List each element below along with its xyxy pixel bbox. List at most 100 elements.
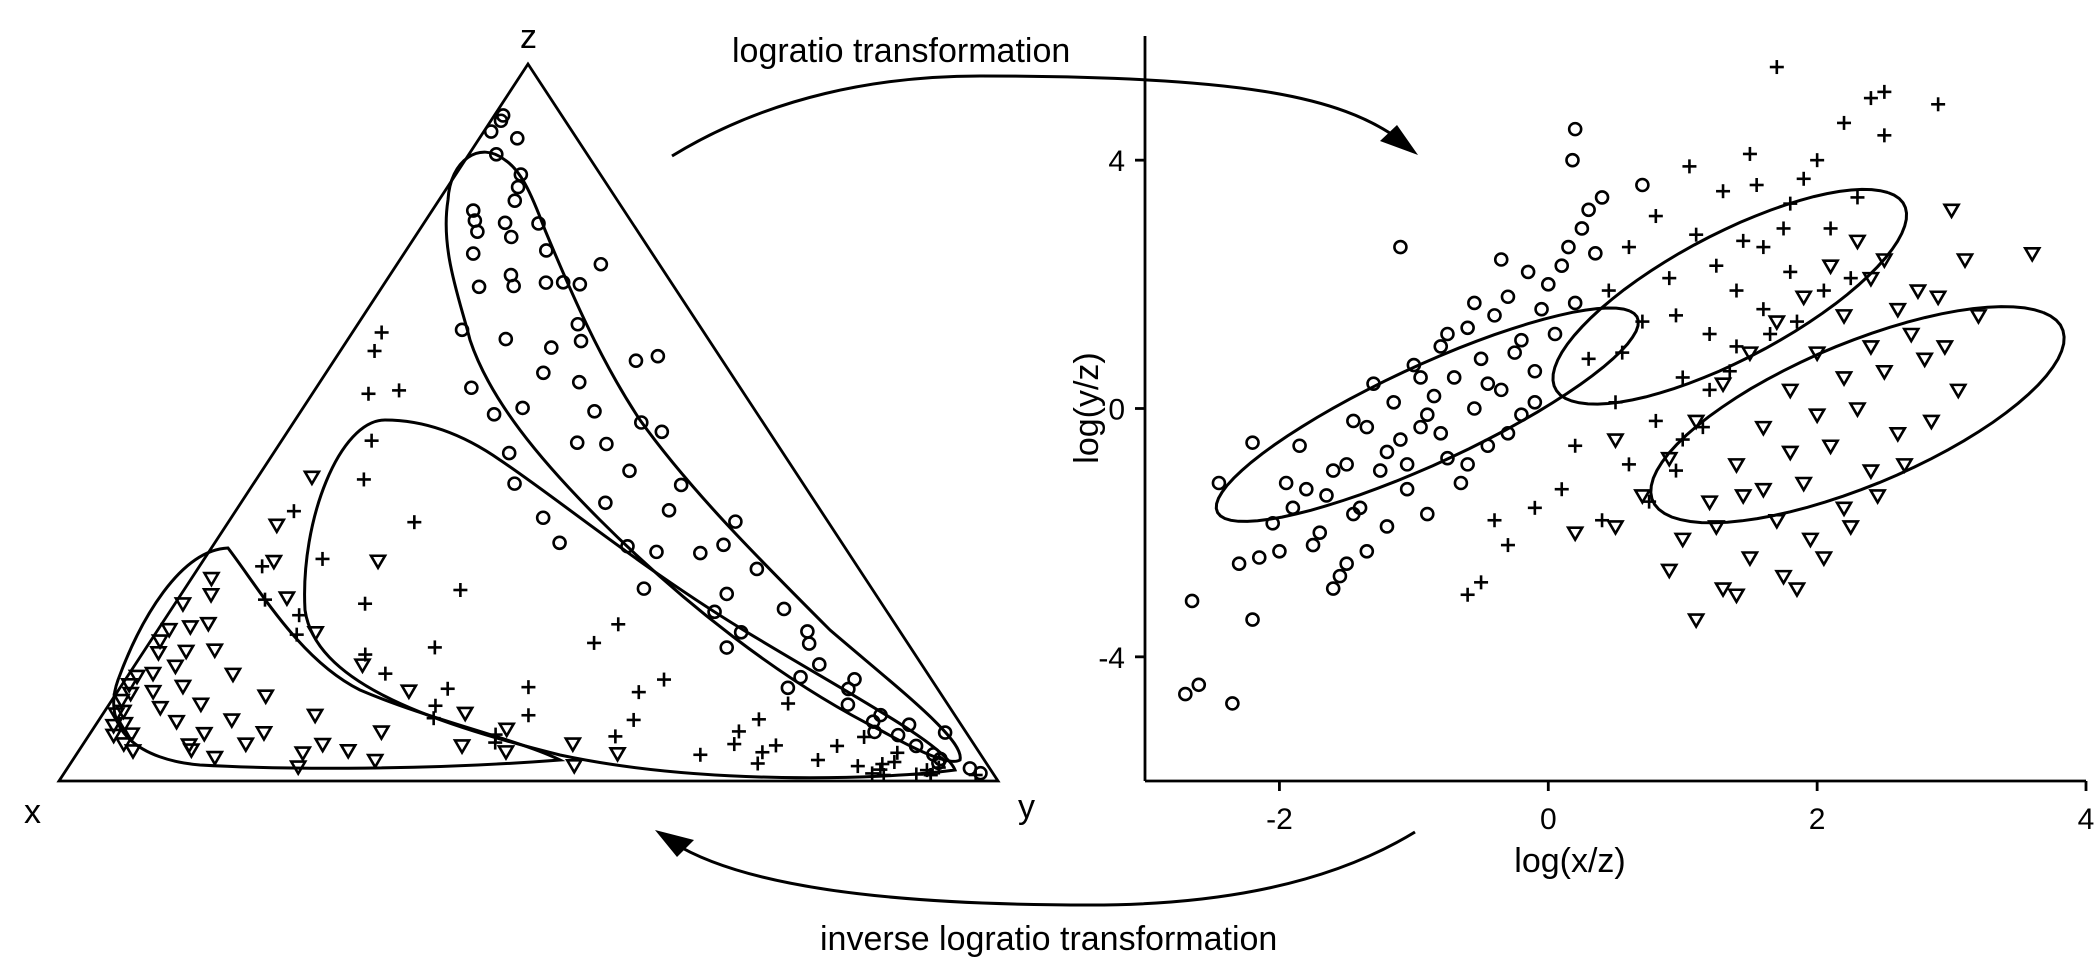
ternary-point-triangle <box>365 753 385 770</box>
ternary-point-triangle <box>256 689 276 706</box>
point-triangle <box>1660 451 1679 468</box>
ternary-point-triangle <box>151 700 170 717</box>
ternary-point-triangle <box>119 678 139 694</box>
x-tick-label: 4 <box>2078 803 2095 836</box>
point-plus <box>1850 190 1865 205</box>
point-plus <box>1695 420 1710 435</box>
point-circle <box>1567 295 1583 311</box>
ternary-point-triangle <box>305 708 325 725</box>
ternary-point-plus <box>361 386 376 401</box>
point-circle <box>1393 432 1408 447</box>
point-triangle <box>1942 203 1961 220</box>
point-triangle <box>1660 563 1679 580</box>
point-circle <box>1406 357 1422 373</box>
point-circle <box>1339 457 1354 472</box>
point-circle <box>1379 519 1395 534</box>
ternary-point-circle <box>587 403 602 419</box>
ternary-point-triangle <box>166 659 185 676</box>
point-plus <box>1554 482 1569 497</box>
ternary-point-plus <box>358 596 373 611</box>
ternary-point-triangle <box>338 743 358 760</box>
ternary-point-plus <box>781 696 796 711</box>
scatter-plot: -2 0 2 4 -4 0 4 log(x/z) log(y/z) <box>1068 36 2094 880</box>
point-plus <box>1863 91 1878 106</box>
ternary-point-plus <box>968 768 983 782</box>
ternary-point-plus <box>857 729 872 744</box>
point-plus <box>1675 370 1690 385</box>
ternary-point-plus <box>768 738 783 753</box>
point-triangle <box>1861 271 1881 288</box>
point-circle <box>1433 339 1449 354</box>
ternary-point-triangle <box>143 684 163 701</box>
ternary-point-circle <box>483 124 499 139</box>
point-circle <box>1272 543 1287 559</box>
ternary-vertex-y: y <box>1018 788 1035 826</box>
point-plus <box>1837 115 1852 130</box>
ternary-point-circle <box>501 445 517 461</box>
ternary-point-plus <box>931 760 946 775</box>
ternary-point-plus <box>378 666 393 681</box>
point-circle <box>1319 488 1334 503</box>
ternary-point-plus <box>453 582 468 597</box>
ternary-point-triangle <box>195 726 214 743</box>
point-plus <box>1635 314 1650 329</box>
ternary-point-plus <box>810 753 825 768</box>
point-circle <box>1460 457 1475 472</box>
point-triangle <box>1754 420 1773 437</box>
point-triangle <box>1774 569 1793 586</box>
ternary-point-triangle <box>199 616 218 633</box>
ternary-point-triangle <box>205 750 225 767</box>
point-triangle <box>1834 371 1854 388</box>
point-circle <box>1211 475 1227 491</box>
ternary-point-circle <box>598 495 613 511</box>
ternary-point-circle <box>570 316 586 332</box>
ternary-point-circle <box>865 714 881 729</box>
ternary-point-circle <box>470 224 485 239</box>
point-plus <box>1682 159 1697 174</box>
ellipses <box>1214 187 2066 525</box>
point-circle <box>1540 277 1556 292</box>
point-circle <box>1332 568 1348 584</box>
ternary-point-plus <box>751 712 766 727</box>
ternary-point-plus <box>315 551 330 566</box>
point-circle <box>1487 308 1502 323</box>
ternary-point-triangle <box>159 622 179 639</box>
point-circle <box>1507 345 1522 360</box>
ternary-point-plus <box>755 745 770 760</box>
point-circle <box>1245 612 1260 627</box>
point-plus <box>1816 283 1831 298</box>
point-circle <box>1581 202 1596 218</box>
ternary-point-plus <box>727 737 742 752</box>
point-circle <box>1278 475 1294 491</box>
ternary-point-circle <box>593 256 609 272</box>
ternary-point-plus <box>257 592 272 607</box>
ternary-point-circle <box>536 365 551 381</box>
point-circle <box>1231 556 1247 572</box>
ternary-point-circle <box>539 243 554 258</box>
ternary-point-plus <box>289 627 304 642</box>
point-circle <box>1413 419 1428 435</box>
ternary-point-triangle <box>236 737 256 754</box>
axis-ticks: -2 0 2 4 -4 0 4 <box>1098 145 2094 836</box>
point-triangle <box>1673 532 1692 549</box>
ternary-point-circle <box>510 179 526 195</box>
ternary-point-triangle <box>173 679 193 696</box>
ternary-point-plus <box>626 712 641 727</box>
x-axis-label: log(x/z) <box>1514 842 1625 880</box>
ternary-point-plus <box>356 472 371 487</box>
data-points <box>1178 60 2042 711</box>
point-circle <box>1480 376 1496 391</box>
point-circle <box>1500 289 1516 305</box>
ternary-point-triangle <box>173 597 193 613</box>
point-plus <box>1702 327 1717 341</box>
point-plus <box>1675 432 1690 447</box>
ternary-point-circle <box>901 717 917 732</box>
ternary-point-circle <box>801 636 817 651</box>
point-circle <box>1480 438 1496 454</box>
point-circle <box>1265 516 1281 531</box>
ternary-point-triangle <box>353 658 372 675</box>
point-plus <box>1702 382 1717 397</box>
ternary-point-circle <box>503 267 519 283</box>
ternary-point-triangle <box>143 666 163 683</box>
ternary-vertex-z: z <box>520 18 537 56</box>
